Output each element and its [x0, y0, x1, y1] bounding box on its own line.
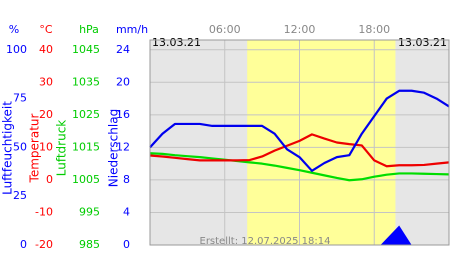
y-tick-label: 1035 — [72, 75, 100, 88]
x-tick-label: 06:00 — [209, 23, 241, 36]
axis-title: Temperatur — [28, 113, 42, 183]
axis-unit: °C — [39, 23, 53, 36]
y-tick-label: 4 — [123, 205, 130, 218]
daylight-band — [247, 40, 396, 245]
axis-unit: mm/h — [116, 23, 148, 36]
y-tick-label: 1005 — [72, 173, 100, 186]
series-line — [149, 89, 450, 172]
y-tick-label: 20 — [116, 75, 130, 88]
y-tick-label: 50 — [13, 140, 27, 153]
y-tick-label: 16 — [116, 108, 130, 121]
y-tick-label: 12 — [116, 140, 130, 153]
plot-frame — [149, 39, 450, 246]
y-tick-label: 30 — [39, 75, 53, 88]
date-right: 13.03.21 — [398, 36, 447, 49]
y-tick-label: 40 — [39, 43, 53, 56]
y-tick-label: 10 — [39, 140, 53, 153]
y-tick-label: 0 — [123, 238, 130, 250]
y-tick-label: 24 — [116, 43, 130, 56]
y-tick-label: -10 — [35, 205, 53, 218]
y-tick-label: 0 — [20, 238, 27, 250]
axis-title: Luftdruck — [55, 120, 69, 177]
y-tick-label: 20 — [39, 108, 53, 121]
y-tick-label: -20 — [35, 238, 53, 250]
y-tick-label: 75 — [13, 92, 27, 105]
y-tick-label: 8 — [123, 173, 130, 186]
y-tick-label: 985 — [79, 238, 100, 250]
y-tick-label: 995 — [79, 205, 100, 218]
axis-unit: % — [9, 23, 19, 36]
x-tick-label: 12:00 — [284, 23, 316, 36]
axis-title: Luftfeuchtigkeit — [1, 101, 15, 195]
series-line — [149, 152, 450, 182]
axis-title: Niederschlag — [107, 109, 121, 187]
credit: Erstellt: 12.07.2025 18:14 — [200, 236, 331, 247]
axis-unit: hPa — [79, 23, 99, 36]
y-tick-label: 100 — [6, 43, 27, 56]
series-line — [149, 133, 450, 168]
plot-underlay — [150, 40, 449, 246]
precipitation-area — [380, 225, 412, 245]
date-left: 13.03.21 — [152, 36, 201, 49]
y-tick-label: 25 — [13, 189, 27, 202]
x-tick-label: 18:00 — [358, 23, 390, 36]
y-tick-label: 1045 — [72, 43, 100, 56]
y-tick-label: 1025 — [72, 108, 100, 121]
y-tick-label: 1015 — [72, 140, 100, 153]
y-tick-label: 0 — [46, 173, 53, 186]
